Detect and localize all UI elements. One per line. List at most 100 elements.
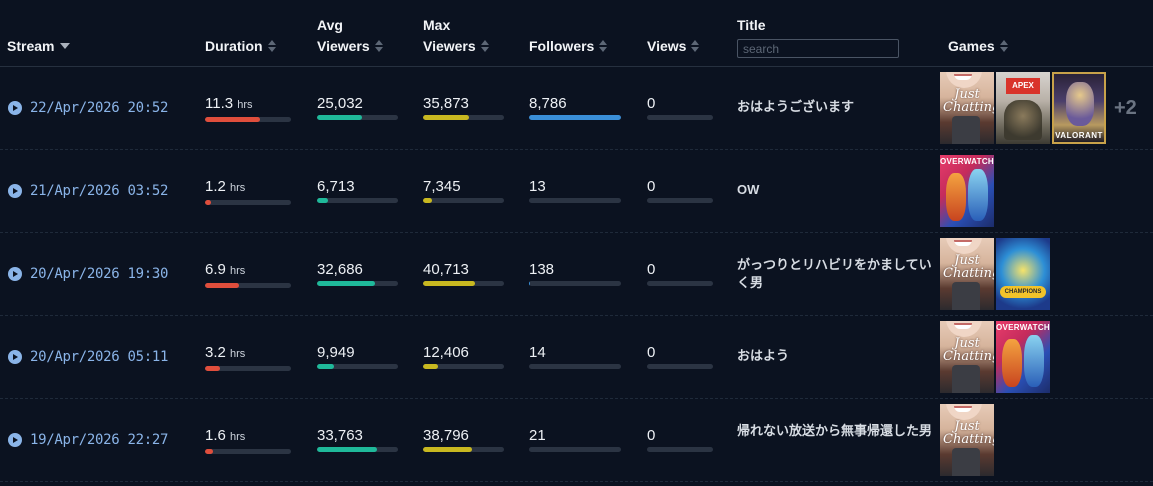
- game-art-shape: [954, 74, 972, 80]
- avg-viewers-bar: [317, 281, 398, 286]
- stream-date[interactable]: 22/Apr/2026 20:52: [30, 100, 169, 116]
- views-cell: 0: [647, 178, 713, 203]
- col-max-viewers-header[interactable]: Max Viewers: [423, 15, 490, 57]
- game-thumbnail-just-chatting[interactable]: Just Chatting: [940, 72, 994, 144]
- duration-unit: hrs: [230, 265, 246, 277]
- games-cell: OVERWATCH: [940, 155, 996, 227]
- avg-viewers-bar: [317, 364, 398, 369]
- avg-viewers-value: 25,032: [317, 95, 363, 112]
- max-viewers-value: 38,796: [423, 427, 469, 444]
- followers-bar: [529, 364, 621, 369]
- max-viewers-cell: 35,873: [423, 95, 504, 120]
- avg-viewers-value: 6,713: [317, 178, 355, 195]
- col-stream-header[interactable]: Stream: [7, 36, 71, 57]
- games-cell: Just Chatting APEX VALORANT +2: [940, 72, 1137, 144]
- avg-viewers-bar-fill: [317, 115, 362, 120]
- game-thumbnail-apex-legends[interactable]: APEX: [996, 72, 1050, 144]
- col-duration-header[interactable]: Duration: [205, 36, 277, 57]
- game-thumbnail-just-chatting[interactable]: Just Chatting: [940, 238, 994, 310]
- followers-bar: [529, 281, 621, 286]
- col-stream-label: Stream: [7, 38, 55, 54]
- duration-value: 6.9: [205, 261, 226, 278]
- duration-bar: [205, 200, 291, 205]
- views-value: 0: [647, 95, 656, 112]
- max-viewers-cell: 38,796: [423, 427, 504, 452]
- max-viewers-bar: [423, 198, 504, 203]
- col-avg-viewers-label-2: Viewers: [317, 38, 370, 54]
- play-circle-icon[interactable]: [8, 350, 22, 364]
- duration-unit: hrs: [237, 99, 253, 111]
- col-games-label: Games: [948, 38, 995, 54]
- game-thumbnail-overwatch[interactable]: OVERWATCH: [940, 155, 994, 227]
- max-viewers-bar-fill: [423, 364, 439, 369]
- duration-value: 3.2: [205, 344, 226, 361]
- sort-icon: [267, 40, 277, 53]
- more-games-count[interactable]: +2: [1114, 96, 1137, 119]
- duration-bar-fill: [205, 449, 213, 454]
- game-art-shape: [1004, 100, 1042, 140]
- col-games-header[interactable]: Games: [948, 36, 1009, 57]
- game-art-shape: [946, 173, 966, 221]
- views-value: 0: [647, 344, 656, 361]
- col-followers-header[interactable]: Followers: [529, 36, 608, 57]
- game-art-shape: [1024, 335, 1044, 387]
- followers-value: 8,786: [529, 95, 567, 112]
- avg-viewers-bar: [317, 447, 398, 452]
- table-header: Stream Duration Avg Viewers Max Viewers …: [0, 0, 1153, 67]
- game-logo-text: VALORANT: [1055, 131, 1103, 140]
- col-max-viewers-label-2: Viewers: [423, 38, 476, 54]
- duration-bar-fill: [205, 200, 212, 205]
- duration-bar: [205, 366, 291, 371]
- game-logo-text: Just Chatting: [943, 419, 994, 447]
- views-bar: [647, 364, 713, 369]
- duration-bar: [205, 449, 291, 454]
- stream-date[interactable]: 19/Apr/2026 22:27: [30, 432, 169, 448]
- duration-cell: 6.9 hrs: [205, 261, 291, 288]
- duration-unit: hrs: [230, 348, 246, 360]
- sort-desc-icon: [60, 43, 71, 50]
- sort-icon: [599, 40, 608, 53]
- stream-date[interactable]: 20/Apr/2026 05:11: [30, 349, 169, 365]
- views-bar: [647, 115, 713, 120]
- stream-link[interactable]: 21/Apr/2026 03:52: [8, 182, 169, 200]
- stream-title: OW: [737, 182, 760, 197]
- followers-value: 138: [529, 261, 555, 278]
- col-views-header[interactable]: Views: [647, 36, 700, 57]
- sort-icon: [999, 40, 1009, 53]
- game-thumbnail-just-chatting[interactable]: Just Chatting: [940, 404, 994, 476]
- duration-bar-fill: [205, 117, 261, 122]
- duration-bar-fill: [205, 366, 221, 371]
- game-logo-text: OVERWATCH: [940, 157, 994, 166]
- max-viewers-bar-fill: [423, 281, 475, 286]
- games-cell: Just Chatting CHAMPIONS: [940, 238, 1052, 310]
- stream-date[interactable]: 20/Apr/2026 19:30: [30, 266, 169, 282]
- max-viewers-cell: 7,345: [423, 178, 504, 203]
- play-circle-icon[interactable]: [8, 433, 22, 447]
- game-thumbnail-just-chatting[interactable]: Just Chatting: [940, 321, 994, 393]
- game-thumbnail-overwatch[interactable]: OVERWATCH: [996, 321, 1050, 393]
- title-search-input[interactable]: [737, 39, 899, 58]
- sort-icon: [480, 40, 490, 53]
- col-avg-viewers-header[interactable]: Avg Viewers: [317, 15, 384, 57]
- duration-value: 1.6: [205, 427, 226, 444]
- stream-link[interactable]: 19/Apr/2026 22:27: [8, 431, 169, 449]
- play-circle-icon[interactable]: [8, 101, 22, 115]
- followers-bar: [529, 198, 621, 203]
- col-max-viewers-label-1: Max: [423, 17, 451, 33]
- duration-cell: 3.2 hrs: [205, 344, 291, 371]
- game-thumbnail-mario-kart-champions[interactable]: CHAMPIONS: [996, 238, 1050, 310]
- views-cell: 0: [647, 95, 713, 120]
- stream-link[interactable]: 22/Apr/2026 20:52: [8, 99, 169, 117]
- avg-viewers-bar-fill: [317, 364, 334, 369]
- table-row: 19/Apr/2026 22:27 1.6 hrs 33,763 38,796 …: [0, 399, 1153, 482]
- game-thumbnail-valorant[interactable]: VALORANT: [1052, 72, 1106, 144]
- followers-value: 14: [529, 344, 546, 361]
- followers-cell: 138: [529, 261, 621, 286]
- stream-date[interactable]: 21/Apr/2026 03:52: [30, 183, 169, 199]
- play-circle-icon[interactable]: [8, 184, 22, 198]
- stream-link[interactable]: 20/Apr/2026 05:11: [8, 348, 169, 366]
- game-art-shape: [1002, 339, 1022, 387]
- play-circle-icon[interactable]: [8, 267, 22, 281]
- followers-cell: 21: [529, 427, 621, 452]
- stream-link[interactable]: 20/Apr/2026 19:30: [8, 265, 169, 283]
